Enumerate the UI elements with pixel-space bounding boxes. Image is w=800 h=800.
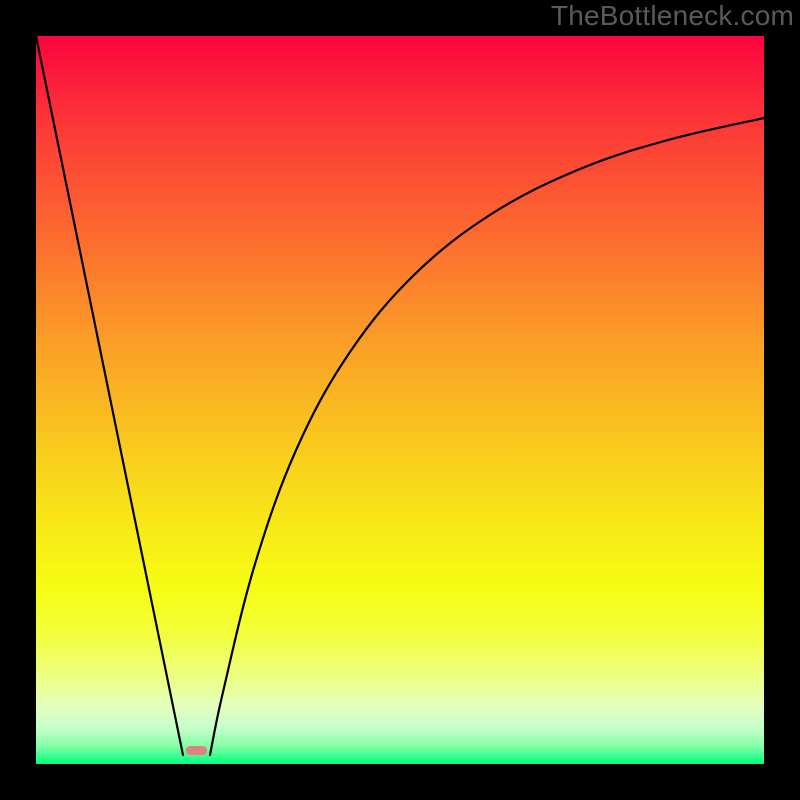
plot-background [36, 36, 764, 764]
chart-frame: TheBottleneck.com [0, 0, 800, 800]
chart-svg [0, 0, 800, 800]
watermark-text: TheBottleneck.com [551, 0, 794, 32]
notch-marker [186, 746, 207, 755]
